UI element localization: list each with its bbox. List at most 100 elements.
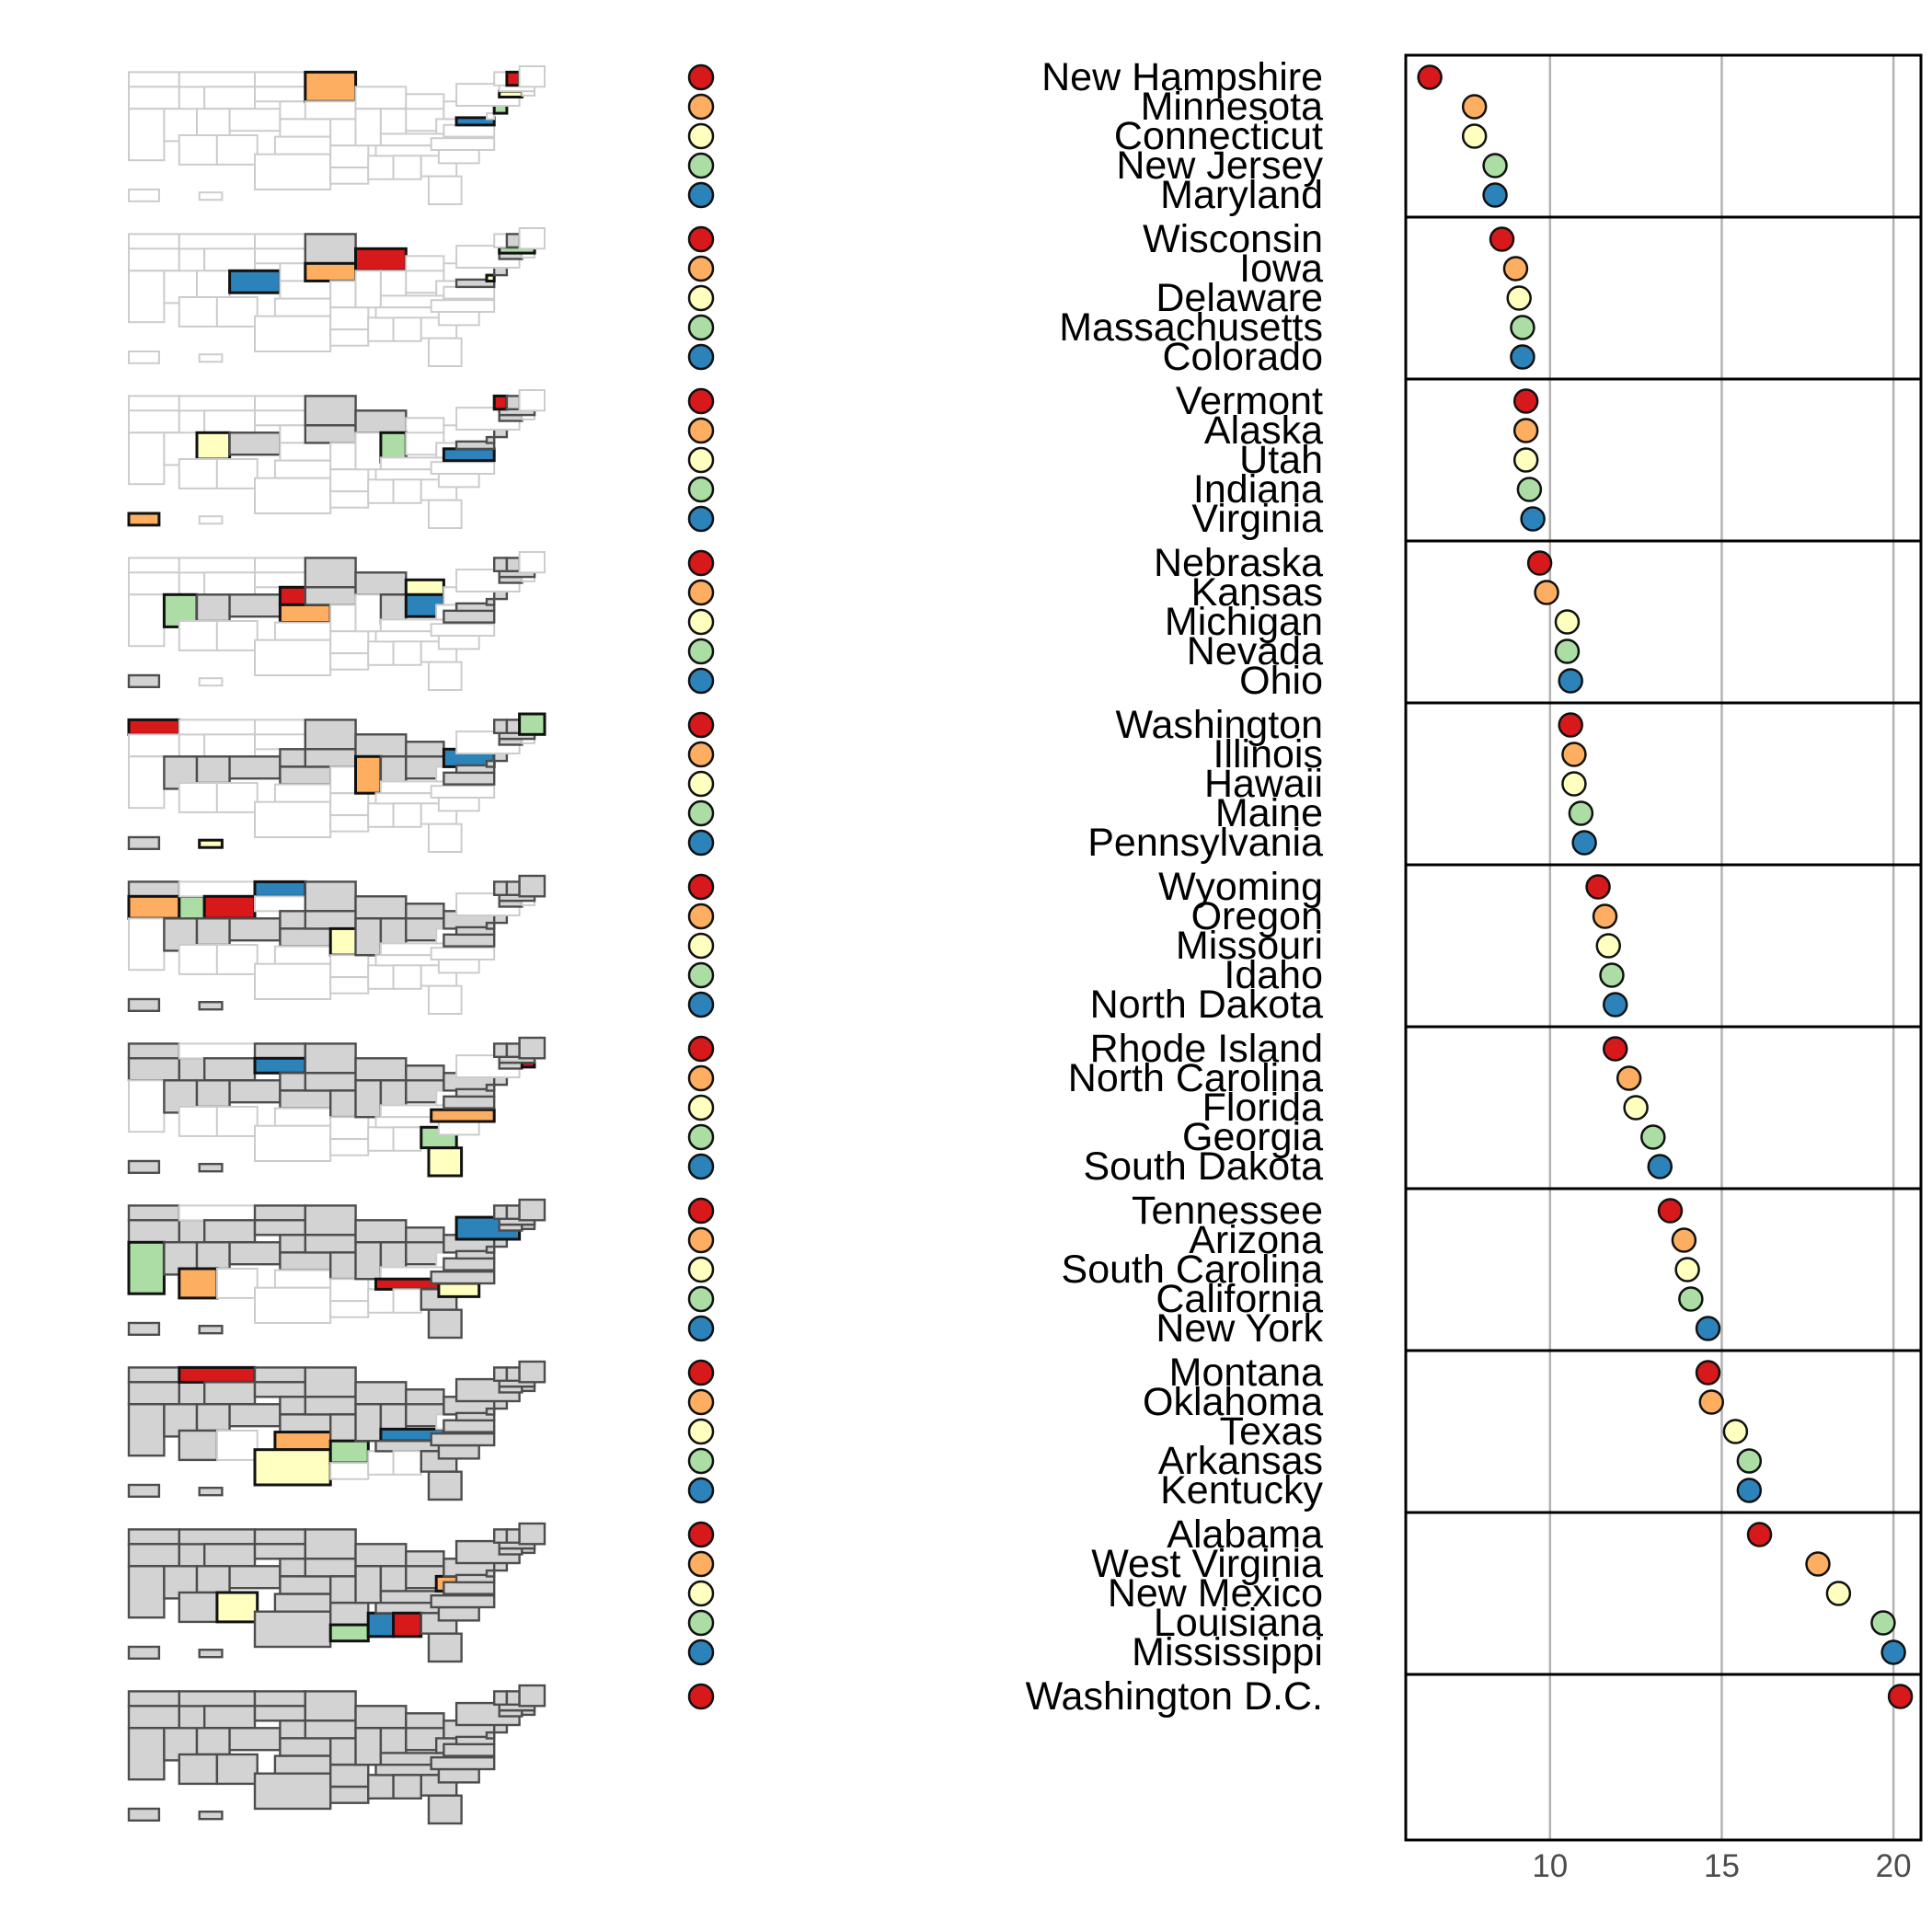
map-state-or [127, 1057, 180, 1082]
map-state-co [228, 1079, 282, 1104]
map-state-tx [254, 477, 332, 515]
map-state-ut [195, 1079, 231, 1109]
map-state-il [354, 754, 383, 795]
map-state-vt [493, 1366, 509, 1383]
map-state-az [178, 1753, 219, 1786]
map-state-sc [437, 1282, 481, 1298]
legend-dot [687, 1477, 715, 1504]
legend-dot [687, 93, 715, 121]
map-state-ia [304, 586, 357, 606]
map-state-il [354, 1565, 383, 1604]
map-state-ar [329, 1763, 370, 1788]
micromap-4 [127, 551, 546, 692]
map-state-ar [329, 144, 370, 169]
state-label-oregon: Oregon [1191, 894, 1323, 938]
map-state-wa [127, 880, 180, 898]
point-alabama [1746, 1522, 1773, 1547]
state-label-ohio: Ohio [1239, 659, 1323, 703]
map-state-sd [254, 409, 306, 427]
map-state-az [178, 134, 218, 166]
legend-dot [687, 1226, 715, 1254]
point-louisiana [1870, 1610, 1896, 1636]
map-state-sd [254, 571, 306, 589]
map-state-md [454, 602, 496, 613]
map-state-nd [254, 557, 306, 574]
map-state-nc [430, 299, 496, 314]
map-state-al [392, 802, 422, 828]
map-state-mt [178, 719, 256, 736]
map-state-ca [127, 1565, 166, 1619]
map-state-ms [367, 1126, 395, 1152]
map-state-il [354, 1727, 383, 1766]
map-state-ut [196, 108, 231, 137]
map-state-ak [127, 1807, 161, 1823]
legend-dot [687, 387, 715, 415]
map-state-ks [279, 765, 332, 786]
legend-dot [687, 1094, 715, 1121]
map-state-il [354, 1403, 383, 1443]
map-state-de [485, 597, 496, 606]
map-state-ks [279, 280, 332, 300]
legend-dot [687, 1580, 715, 1607]
map-state-wa [127, 1042, 180, 1060]
state-label-arizona: Arizona [1189, 1218, 1323, 1262]
point-oklahoma [1698, 1389, 1725, 1415]
map-state-mn [304, 1690, 357, 1722]
legend-dot [687, 1418, 715, 1445]
map-state-sd [254, 86, 306, 103]
map-state-de [485, 273, 496, 283]
map-state-va [442, 447, 496, 463]
map-state-sc [437, 1443, 480, 1460]
map-state-new-hampshire [505, 1528, 521, 1545]
map-state-nd [253, 1690, 306, 1708]
map-state-ia [304, 1558, 357, 1578]
map-state-ks [279, 1737, 332, 1757]
map-state-ks [279, 927, 332, 948]
point-missouri [1595, 933, 1622, 959]
map-state-co [228, 593, 282, 618]
state-label-georgia: Georgia [1182, 1115, 1323, 1159]
micromap-8 [127, 1198, 546, 1340]
legend-dot [687, 1315, 715, 1342]
point-nebraska [1526, 550, 1553, 576]
map-state-new-hampshire [505, 1690, 521, 1707]
map-state-new-hampshire [505, 70, 522, 87]
map-state-ak [128, 351, 160, 364]
legend-dot [687, 181, 715, 209]
map-state-va [443, 123, 496, 138]
point-new-mexico [1825, 1581, 1852, 1606]
map-state-ms [367, 1774, 395, 1800]
legend-dot [687, 122, 715, 150]
map-state-new-hampshire [505, 395, 521, 410]
map-state-ak [127, 1321, 161, 1337]
map-state-de [485, 1407, 496, 1416]
point-wyoming [1585, 874, 1611, 900]
map-state-sd [253, 1705, 306, 1722]
map-state-ms [367, 802, 395, 828]
map-state-al [392, 1288, 422, 1314]
map-state-la [329, 976, 370, 995]
legend-dot [687, 1550, 715, 1578]
map-state-ar [329, 306, 370, 331]
map-state-wa [127, 718, 181, 736]
map-state-nd [254, 71, 306, 88]
map-state-new-hampshire [505, 233, 521, 248]
map-state-ut [195, 1565, 231, 1594]
legend-dot [687, 152, 715, 179]
state-label-kentucky: Kentucky [1160, 1468, 1323, 1512]
map-state-new-hampshire [505, 1366, 521, 1383]
map-state-nm [215, 1268, 259, 1299]
state-label-colorado: Colorado [1163, 335, 1324, 379]
map-state-mn [304, 395, 357, 427]
map-state-ca [128, 270, 166, 324]
map-state-hi [198, 1000, 224, 1011]
map-state-mn [304, 1042, 357, 1075]
legend-dot [687, 1123, 715, 1151]
map-state-nm [215, 944, 259, 975]
map-state-va [443, 609, 496, 624]
map-state-wa [127, 1366, 180, 1384]
map-state-ak [127, 997, 161, 1013]
map-state-wy [203, 86, 256, 110]
map-state-wi [354, 1543, 408, 1568]
